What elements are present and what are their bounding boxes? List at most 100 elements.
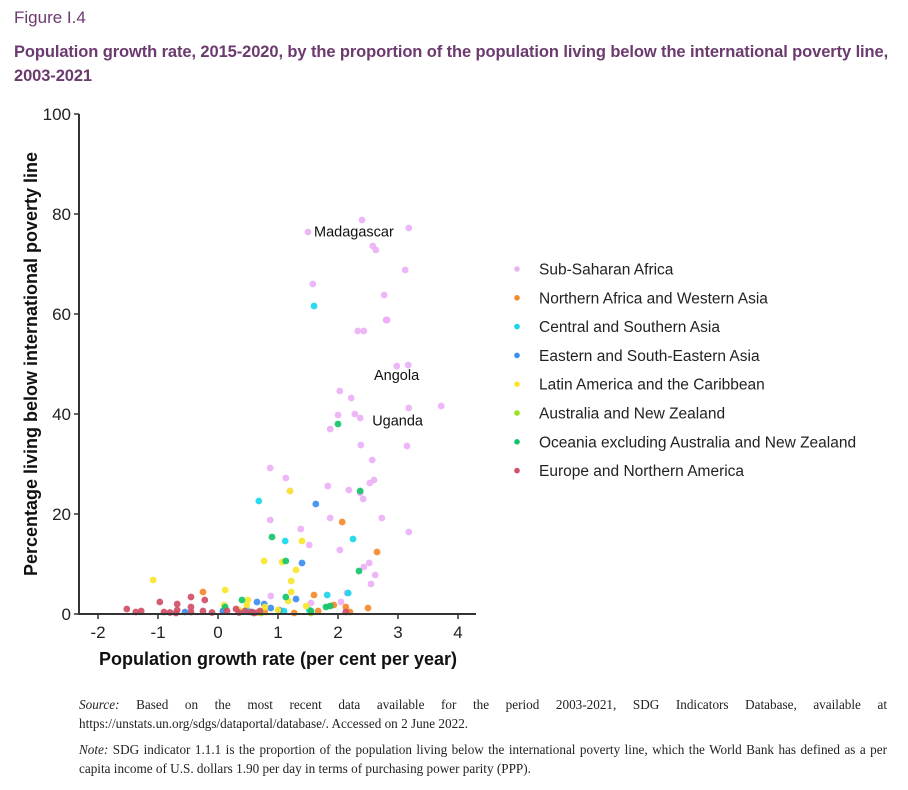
data-point: [286, 487, 294, 495]
legend-marker: [514, 295, 520, 301]
data-point: [359, 495, 367, 503]
data-point: [137, 607, 145, 615]
x-tick-label: -1: [150, 623, 165, 642]
data-point: [337, 598, 345, 606]
y-tick-label: 80: [52, 205, 71, 224]
data-point: [401, 266, 409, 274]
data-point: [405, 528, 413, 536]
data-point: [380, 291, 388, 299]
data-point: [287, 577, 295, 585]
data-point: [298, 537, 306, 545]
data-point: [241, 607, 249, 615]
data-point: [173, 600, 181, 608]
source-label: Source:: [79, 697, 120, 712]
data-point: [156, 598, 164, 606]
legend-item: Central and Southern Asia: [514, 319, 720, 336]
data-point: [243, 601, 251, 609]
data-point: [281, 537, 289, 545]
legend-marker: [514, 323, 520, 330]
note-text: SDG indicator 1.1.1 is the proportion of…: [79, 742, 887, 776]
x-tick-label: 4: [453, 623, 462, 642]
data-point: [256, 607, 264, 615]
data-point: [312, 500, 320, 508]
data-point: [358, 216, 366, 224]
data-point: [336, 387, 344, 395]
legend-label: Latin America and the Caribbean: [539, 377, 765, 394]
data-point: [405, 404, 413, 412]
data-point: [345, 486, 353, 494]
scatter-chart: 0 20 40 60 80 100 -2 -1 0 1 2 3 4 Population growth r…: [21, 105, 856, 669]
data-point: [357, 441, 365, 449]
axes-layer: 0 20 40 60 80 100 -2 -1 0 1 2 3 4 Population growth r…: [21, 105, 476, 669]
legend-marker: [514, 352, 520, 359]
data-point: [305, 541, 313, 549]
data-point: [307, 607, 315, 615]
data-point: [437, 402, 445, 410]
data-point: [309, 280, 317, 288]
data-point: [338, 518, 346, 526]
x-tick-label: 3: [393, 623, 402, 642]
legend-item: Eastern and South-Eastern Asia: [514, 348, 760, 365]
data-point: [323, 591, 331, 599]
data-point: [356, 487, 364, 495]
data-point: [187, 603, 195, 611]
figure-label: Figure I.4: [14, 8, 86, 27]
data-point: [354, 327, 362, 335]
data-point: [274, 606, 282, 614]
data-point: [221, 586, 229, 594]
data-point: [372, 246, 380, 254]
data-point: [149, 576, 157, 584]
data-point: [405, 224, 413, 232]
data-point: [342, 603, 350, 611]
legend-label: Sub-Saharan Africa: [539, 262, 674, 279]
data-point: [368, 456, 376, 464]
data-point: [282, 557, 290, 565]
data-point: [297, 525, 305, 533]
series-2: [243, 302, 357, 615]
y-axis-title: Percentage living below international po…: [21, 152, 41, 576]
data-point: [201, 596, 209, 604]
annotation-label: Uganda: [372, 414, 424, 430]
note-label: Note:: [79, 742, 109, 757]
legend-item: Europe and Northern America: [514, 463, 744, 480]
data-point: [298, 559, 306, 567]
data-point: [310, 302, 318, 310]
data-point: [336, 546, 344, 554]
data-point: [282, 593, 290, 601]
data-point: [314, 607, 322, 615]
data-point: [292, 595, 300, 603]
legend-label: Australia and New Zealand: [539, 406, 725, 423]
x-tick-label: 2: [333, 623, 342, 642]
x-tick-label: -2: [90, 623, 105, 642]
data-point: [266, 516, 274, 524]
legend-marker: [514, 266, 520, 272]
data-point: [282, 474, 290, 482]
figure-notes: Source: Based on the most recent data av…: [79, 696, 887, 786]
data-point: [287, 588, 295, 596]
legend-item: Latin America and the Caribbean: [514, 377, 765, 394]
series-6: [221, 420, 364, 615]
data-point: [365, 559, 373, 567]
y-tick-label: 0: [62, 605, 71, 624]
legend-item: Australia and New Zealand: [514, 406, 725, 423]
legend-item: Oceania excluding Australia and New Zeal…: [514, 434, 856, 451]
data-point: [267, 592, 275, 600]
legend-label: Oceania excluding Australia and New Zeal…: [539, 434, 856, 451]
data-point: [326, 425, 334, 433]
data-point: [310, 591, 318, 599]
figure-title: Population growth rate, 2015-2020, by th…: [14, 43, 889, 85]
data-point: [255, 497, 263, 505]
legend-label: Europe and Northern America: [539, 463, 744, 480]
data-point: [266, 464, 274, 472]
y-tick-label: 60: [52, 305, 71, 324]
source-note: Source: Based on the most recent data av…: [79, 696, 887, 733]
data-point: [253, 598, 261, 606]
data-point: [378, 514, 386, 522]
legend-label: Northern Africa and Western Asia: [539, 290, 768, 307]
annotation-label: Angola: [374, 368, 420, 384]
data-point: [373, 548, 381, 556]
data-point: [324, 482, 332, 490]
data-point: [393, 362, 401, 370]
legend-label: Central and Southern Asia: [539, 319, 720, 336]
annotations-layer: Madagascar Angola Uganda: [314, 225, 424, 430]
